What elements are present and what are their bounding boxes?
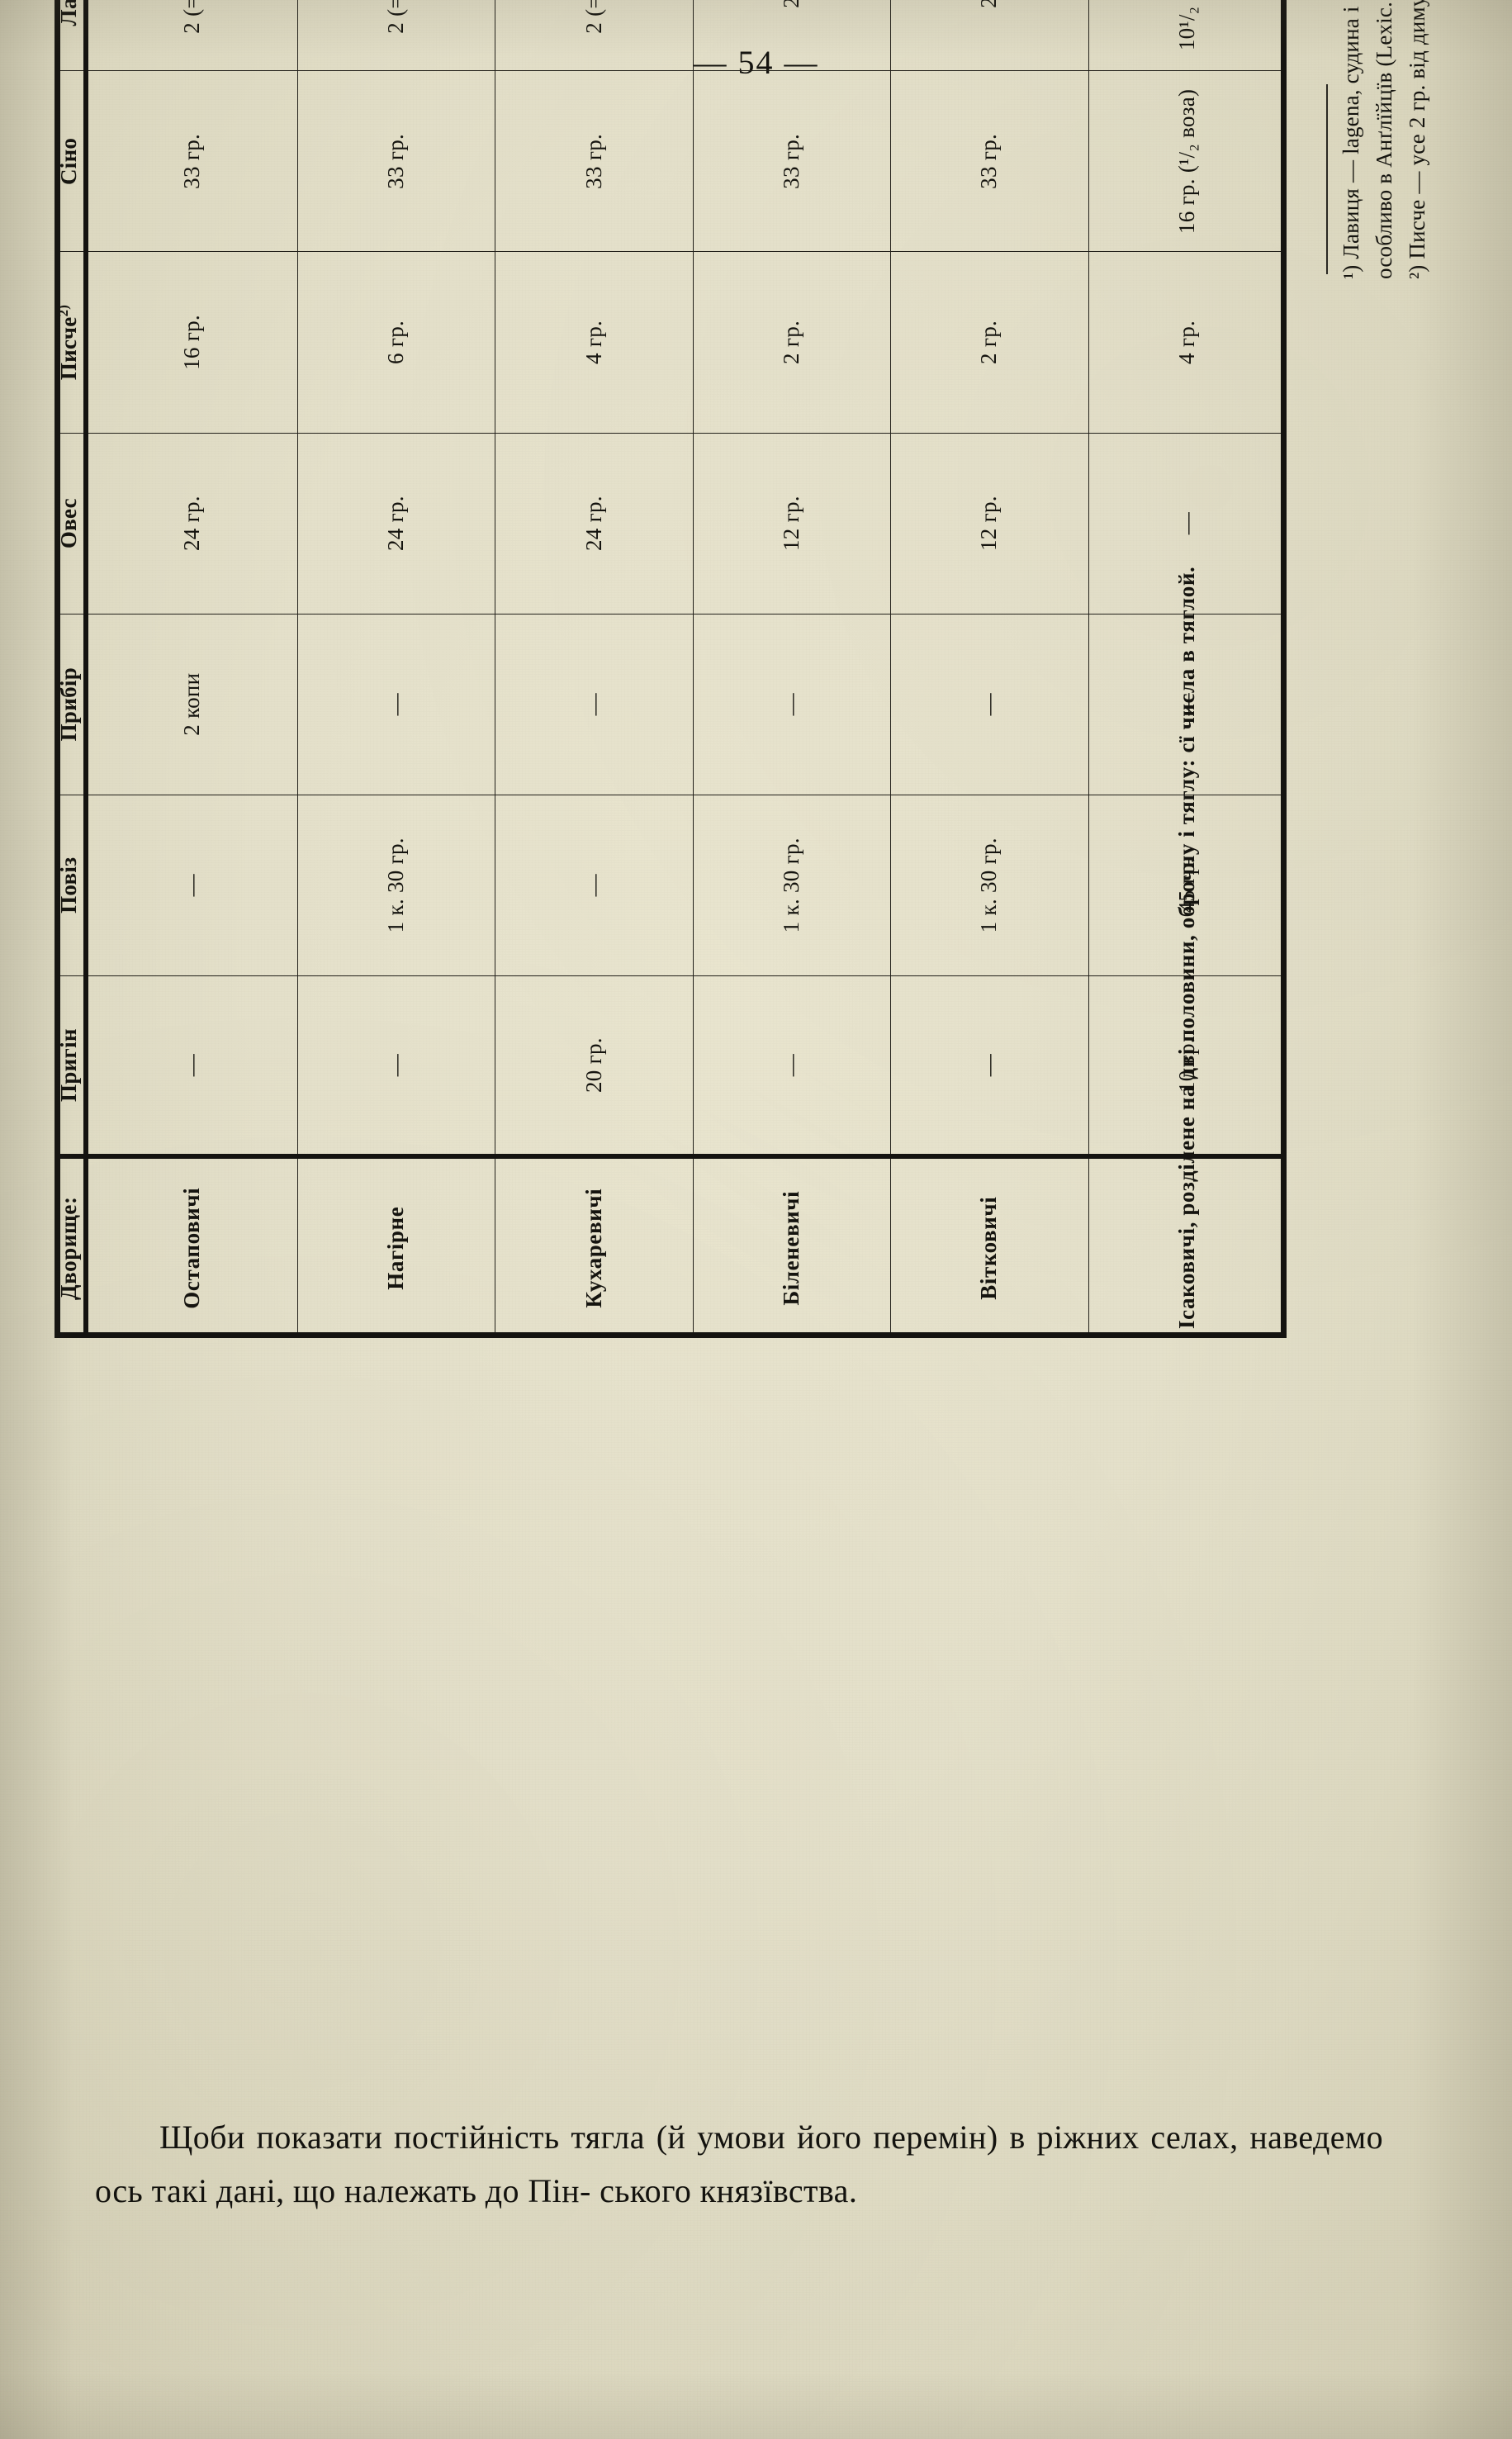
cell: 2 гр.	[693, 251, 891, 434]
cell: 33 гр.	[297, 70, 495, 252]
column-header-pysche: Писче2)	[55, 251, 86, 434]
table-row: Кухаревичі 20 гр. — — 24 гр. 4 гр. 33 гр…	[495, 0, 694, 1338]
row-label-kukharevychi: Кухаревичі	[495, 1156, 694, 1338]
table-corner-header: Дворище:	[55, 1156, 86, 1338]
cell: —	[693, 975, 891, 1157]
body-paragraph: Щоби показати постійність тягла (й умови…	[95, 2111, 1383, 2218]
cell: —	[85, 795, 298, 976]
cell: 24 гр.	[85, 433, 298, 614]
table-row: Ісаковичі, розділене на дві половини, об…	[1088, 0, 1287, 1338]
cell: 33 гр.	[85, 70, 298, 252]
footnote-block: ¹) Лавиця — lagena, судина і міра (міх д…	[1326, 0, 1500, 1923]
column-header-pryhin: Пригін	[55, 975, 86, 1157]
column-header-pysche-text: Писче	[56, 316, 81, 381]
row-label-ostapovychi: Остаповичі	[85, 1156, 298, 1338]
cell: —	[890, 975, 1089, 1157]
table-row: Остаповичі — — 2 копи 24 гр. 16 гр. 33 г…	[85, 0, 298, 1338]
cell: 2 (= 42 гр.)	[85, 0, 298, 71]
cell: —	[693, 614, 891, 795]
column-header-sino: Сіно	[55, 70, 86, 252]
cell: 21 гр.	[693, 0, 891, 71]
table-body: Остаповичі — — 2 копи 24 гр. 16 гр. 33 г…	[85, 0, 1287, 1338]
footnote-2: ²) Писче — усе 2 гр. від диму.	[1404, 0, 1429, 279]
cell: 2 (= 42 гр.)	[297, 0, 495, 71]
cell: —	[297, 975, 495, 1157]
table-row: Біленевичі — 1 к. 30 гр. — 12 гр. 2 гр. …	[693, 0, 891, 1338]
cell: —	[890, 614, 1089, 795]
cell: 1 к. 30 гр.	[890, 795, 1089, 976]
column-header-oves: Овес	[55, 433, 86, 614]
cell: 4 гр.	[1088, 251, 1287, 434]
row-label-isakovychi: Ісаковичі, розділене на дві половини, об…	[1088, 567, 1287, 1338]
cell: 2 (= 42 гр.)	[495, 0, 694, 71]
cell: —	[495, 795, 694, 976]
row-label-vitkovychi: Вітковичі	[890, 1156, 1089, 1338]
cell: 24 гр.	[495, 433, 694, 614]
table-header-row: Дворище: Пригін Повіз Прибір Овес Писче2…	[55, 0, 86, 1338]
cell: —	[297, 614, 495, 795]
table-header: Дворище: Пригін Повіз Прибір Овес Писче2…	[55, 0, 86, 1338]
cell: 4 гр.	[495, 251, 694, 434]
paragraph-line-1: Щоби показати постійність тягла (й умови…	[159, 2119, 998, 2156]
table-rotation-container: Дворище: Пригін Повіз Прибір Овес Писче2…	[55, 0, 1287, 1338]
cell: 16 гр.	[85, 251, 298, 434]
tribute-table: Дворище: Пригін Повіз Прибір Овес Писче2…	[55, 0, 1287, 1338]
cell: 16 гр. (¹/₂ воза)	[1088, 70, 1287, 252]
cell: 24 гр.	[297, 433, 495, 614]
footnote-separator-rule	[1326, 84, 1328, 274]
cell: 1 к. 30 гр.	[693, 795, 891, 976]
column-header-lavytsia-text: Лавиця	[56, 0, 81, 26]
cell: 2 копи	[85, 614, 298, 795]
cell: 33 гр.	[693, 70, 891, 252]
cell: 10¹/₂ (¹/₂ лагв.)	[1088, 0, 1287, 71]
cell: 1 к. 30 гр.	[297, 795, 495, 976]
column-header-poviz: Повіз	[55, 795, 86, 976]
table-block: Дворище: Пригін Повіз Прибір Овес Писче2…	[55, 0, 1287, 1916]
cell: 20 гр.	[495, 975, 694, 1157]
paragraph-line-2: в ріжних селах, наведемо ось такі дані, …	[95, 2119, 1383, 2209]
footnote-rotation-container: ¹) Лавиця — lagena, судина і міра (міх д…	[1326, 0, 1500, 279]
row-label-nahirne: Нагірне	[297, 1156, 495, 1338]
cell: 2 гр.	[890, 251, 1089, 434]
table-row: Нагірне — 1 к. 30 гр. — 24 гр. 6 гр. 33 …	[297, 0, 495, 1338]
column-header-prybir: Прибір	[55, 614, 86, 795]
column-header-lavytsia: Лавиця1)	[55, 0, 86, 71]
footnote-mark-2: 2)	[55, 304, 71, 317]
cell: 12 гр.	[890, 433, 1089, 614]
cell: —	[495, 614, 694, 795]
row-label-bilenevychi: Біленевичі	[693, 1156, 891, 1338]
footnote-1: ¹) Лавиця — lagena, судина і міра (міх д…	[1336, 0, 1367, 279]
cell: 6 гр.	[297, 251, 495, 434]
table-row: Вітковичі — 1 к. 30 гр. — 12 гр. 2 гр. 3…	[890, 0, 1089, 1338]
cell: 12 гр.	[693, 433, 891, 614]
cell: —	[85, 975, 298, 1157]
page-number: — 54 —	[693, 44, 819, 81]
cell: 21 гр.	[890, 0, 1089, 71]
cell: 33 гр.	[890, 70, 1089, 252]
paragraph-line-3: ського князївства.	[600, 2171, 858, 2209]
cell: 33 гр.	[495, 70, 694, 252]
footnote-1-cont: особливо в Анґлїйцїв (Lexic. manuele" pa…	[1369, 0, 1401, 279]
